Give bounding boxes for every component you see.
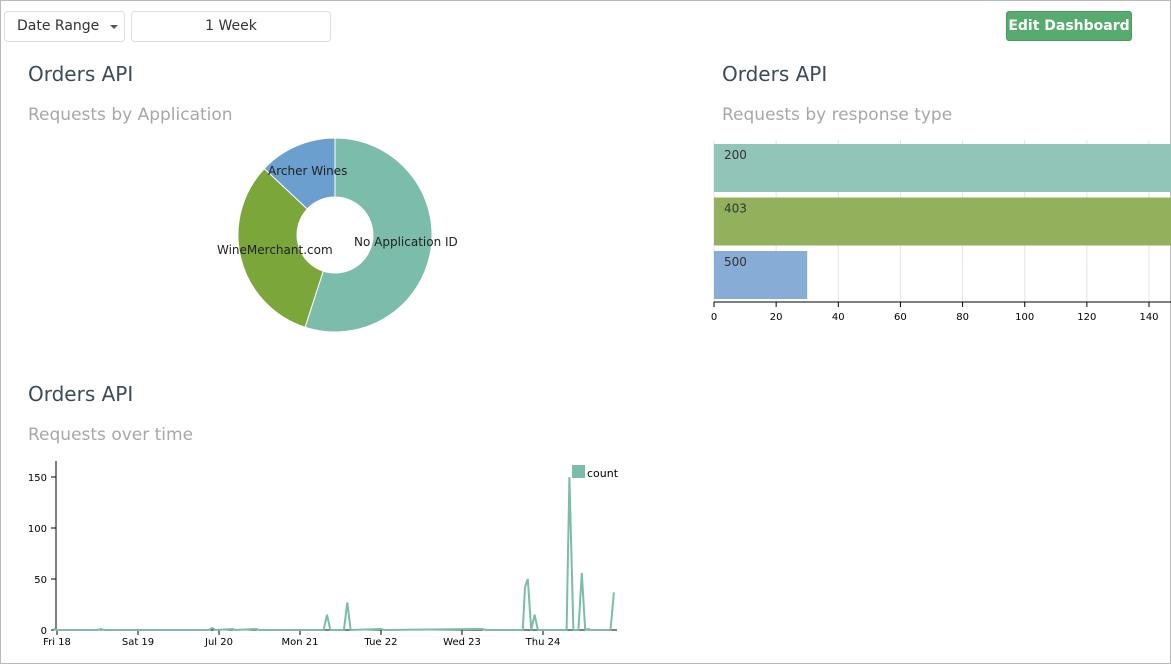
pie-slice [263,137,336,210]
caret-down-icon [110,25,118,29]
x-tick-label: Fri 18 [43,637,71,648]
slice-label: No Application ID [354,235,458,249]
y-tick-label: 50 [34,575,47,586]
x-tick-label: 60 [894,312,907,323]
y-tick-label: 150 [28,473,47,484]
bar-label: 500 [724,255,747,269]
x-tick-label: 0 [711,312,717,323]
bar [714,144,1171,192]
panel-subtitle: Requests by response type [722,105,953,125]
x-tick-label: 80 [956,312,969,323]
x-tick-label: Wed 23 [443,637,481,648]
panel-title: Orders API [28,382,134,406]
x-tick-label: 140 [1139,312,1158,323]
x-tick-label: Jul 20 [204,637,233,648]
bar [714,197,1171,246]
panel-title: Orders API [28,62,134,86]
x-tick-label: Tue 22 [364,637,398,648]
slice-label: Archer Wines [268,164,347,178]
pie-slice [304,137,433,333]
x-tick-label: 120 [1077,312,1096,323]
x-tick-label: 20 [770,312,783,323]
x-tick-label: Thu 24 [525,637,561,648]
y-tick-label: 100 [28,524,47,535]
range-value-field[interactable]: 1 Week [131,11,331,42]
legend-label: count [587,467,619,480]
panel-title: Orders API [722,62,828,86]
x-tick-label: Sat 19 [122,637,154,648]
date-range-dropdown[interactable]: Date Range [4,11,125,42]
x-tick-label: 100 [1015,312,1034,323]
y-tick-label: 0 [41,626,47,637]
bar-label: 200 [724,148,747,162]
x-tick-label: 40 [832,312,845,323]
legend-swatch [572,465,585,478]
x-tick-label: Mon 21 [282,637,319,648]
panel-subtitle: Requests by Application [28,105,233,125]
pie-slice [237,167,324,328]
panel-subtitle: Requests over time [28,425,194,445]
series-line [53,476,615,632]
slice-label: WineMerchant.com [217,243,333,257]
bar [714,251,808,299]
bar-label: 403 [724,202,747,216]
edit-dashboard-button[interactable]: Edit Dashboard [1006,11,1132,41]
date-range-label: Date Range [17,18,100,34]
